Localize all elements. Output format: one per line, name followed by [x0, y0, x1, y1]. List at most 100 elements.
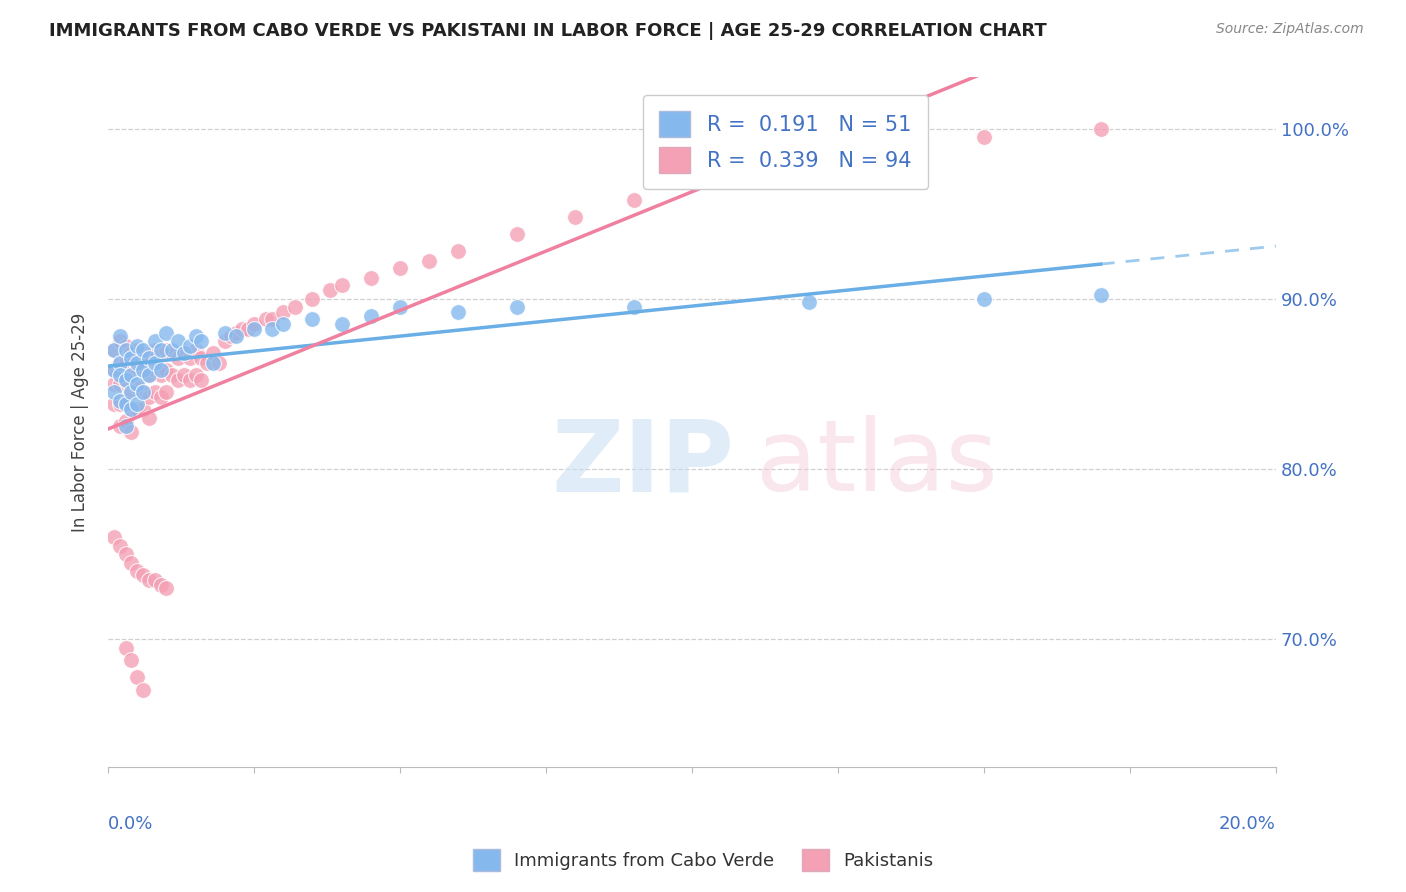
Point [243, 318, 266, 332]
Point [103, 363, 125, 377]
Point [108, 329, 131, 343]
Legend: Immigrants from Cabo Verde, Pakistanis: Immigrants from Cabo Verde, Pakistanis [465, 842, 941, 879]
Legend: R =  0.191   N = 51, R =  0.339   N = 94: R = 0.191 N = 51, R = 0.339 N = 94 [643, 95, 928, 189]
Point [120, 385, 142, 400]
Point [127, 380, 149, 394]
Point [1090, 121, 1112, 136]
Text: 20.0%: 20.0% [1219, 814, 1277, 832]
Point [120, 402, 142, 417]
Point [623, 300, 645, 314]
Point [214, 334, 236, 349]
Point [301, 312, 323, 326]
Point [114, 397, 136, 411]
Point [319, 283, 342, 297]
Point [143, 356, 166, 370]
Point [214, 326, 236, 340]
Point [103, 530, 125, 544]
Point [120, 363, 142, 377]
Point [143, 385, 166, 400]
Point [506, 227, 529, 241]
Point [114, 339, 136, 353]
Point [132, 683, 155, 698]
Point [143, 343, 166, 357]
Point [127, 376, 149, 391]
Point [225, 329, 247, 343]
Point [856, 142, 879, 156]
Point [167, 351, 190, 366]
Point [103, 343, 125, 357]
Point [120, 351, 142, 366]
Point [208, 356, 231, 370]
Point [120, 556, 142, 570]
Point [114, 356, 136, 370]
Point [120, 653, 142, 667]
Point [108, 334, 131, 349]
Point [143, 573, 166, 587]
Point [108, 419, 131, 434]
Point [120, 368, 142, 383]
Point [143, 363, 166, 377]
Point [973, 130, 995, 145]
Point [388, 261, 411, 276]
Point [127, 564, 149, 578]
Point [114, 547, 136, 561]
Point [160, 368, 183, 383]
Point [108, 356, 131, 370]
Point [108, 368, 131, 383]
Point [173, 346, 195, 360]
Text: IMMIGRANTS FROM CABO VERDE VS PAKISTANI IN LABOR FORCE | AGE 25-29 CORRELATION C: IMMIGRANTS FROM CABO VERDE VS PAKISTANI … [49, 22, 1047, 40]
Point [103, 363, 125, 377]
Point [243, 322, 266, 336]
Point [132, 567, 155, 582]
Point [260, 322, 283, 336]
Point [190, 334, 212, 349]
Point [127, 339, 149, 353]
Point [108, 397, 131, 411]
Point [103, 385, 125, 400]
Text: atlas: atlas [756, 415, 998, 512]
Point [127, 402, 149, 417]
Point [506, 300, 529, 314]
Point [447, 244, 470, 258]
Point [149, 343, 172, 357]
Point [108, 356, 131, 370]
Point [260, 312, 283, 326]
Point [114, 374, 136, 388]
Point [132, 363, 155, 377]
Point [254, 312, 277, 326]
Point [127, 356, 149, 370]
Point [120, 402, 142, 417]
Point [132, 346, 155, 360]
Point [127, 670, 149, 684]
Point [155, 385, 177, 400]
Point [149, 368, 172, 383]
Point [127, 397, 149, 411]
Point [190, 374, 212, 388]
Point [173, 346, 195, 360]
Point [132, 402, 155, 417]
Point [388, 300, 411, 314]
Point [330, 278, 353, 293]
Point [149, 578, 172, 592]
Point [184, 368, 207, 383]
Point [271, 318, 294, 332]
Point [330, 318, 353, 332]
Text: ZIP: ZIP [551, 415, 735, 512]
Point [138, 411, 160, 425]
Point [120, 385, 142, 400]
Point [179, 374, 201, 388]
Point [138, 368, 160, 383]
Point [114, 374, 136, 388]
Point [103, 376, 125, 391]
Point [149, 363, 172, 377]
Point [219, 329, 242, 343]
Point [179, 339, 201, 353]
Point [143, 334, 166, 349]
Point [138, 351, 160, 366]
Point [271, 305, 294, 319]
Point [160, 343, 183, 357]
Point [108, 393, 131, 408]
Point [120, 425, 142, 439]
Point [155, 326, 177, 340]
Point [114, 419, 136, 434]
